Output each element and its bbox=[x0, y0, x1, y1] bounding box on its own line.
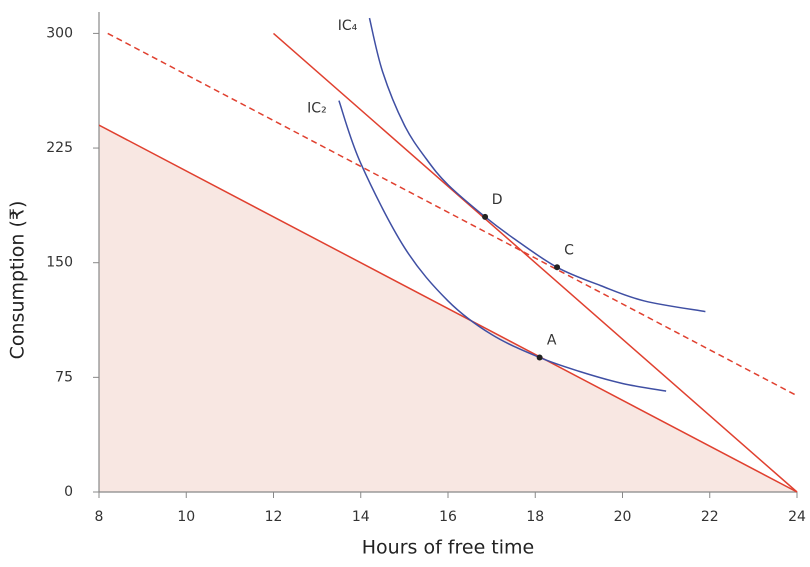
y-tick-label: 225 bbox=[46, 140, 73, 156]
y-axis-title: Consumption (₹) bbox=[7, 201, 29, 360]
x-tick-label: 24 bbox=[788, 509, 806, 525]
x-tick-label: 22 bbox=[701, 509, 719, 525]
x-tick-label: 12 bbox=[265, 509, 283, 525]
point bbox=[536, 354, 543, 361]
point bbox=[554, 264, 561, 271]
indifference-curve bbox=[338, 100, 667, 392]
x-tick-label: 14 bbox=[352, 509, 370, 525]
x-tick-label: 16 bbox=[439, 509, 457, 525]
x-axis-title: Hours of free time bbox=[362, 537, 534, 559]
curve-label: IC₄ bbox=[338, 18, 358, 34]
x-tick-label: 20 bbox=[614, 509, 632, 525]
indifference-curve bbox=[368, 17, 706, 313]
x-tick-label: 8 bbox=[95, 509, 104, 525]
budget-line bbox=[273, 32, 798, 493]
point bbox=[482, 213, 489, 220]
x-tick-label: 10 bbox=[177, 509, 195, 525]
point-label: C bbox=[564, 242, 574, 258]
x-tick-label: 18 bbox=[526, 509, 544, 525]
y-tick-label: 150 bbox=[46, 255, 73, 271]
point-label: A bbox=[547, 332, 557, 348]
curve-label: IC₂ bbox=[307, 101, 327, 117]
budget-line bbox=[99, 124, 798, 493]
y-tick-label: 300 bbox=[46, 25, 73, 41]
y-tick-label: 0 bbox=[64, 484, 73, 500]
point-label: D bbox=[492, 192, 503, 208]
y-tick-label: 75 bbox=[55, 369, 73, 385]
